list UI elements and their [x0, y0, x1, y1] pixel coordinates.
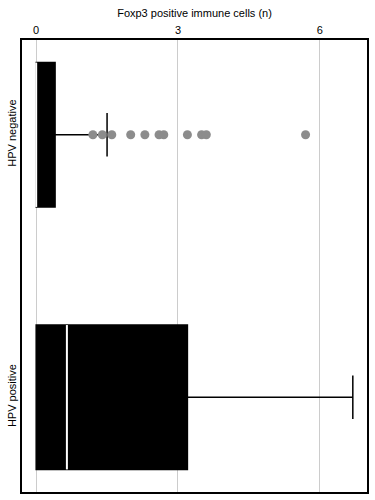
svg-text:0: 0 — [33, 24, 39, 36]
svg-text:3: 3 — [175, 24, 181, 36]
svg-text:HPV negative: HPV negative — [6, 99, 18, 166]
svg-text:Foxp3 positive immune cells (n: Foxp3 positive immune cells (n) — [117, 7, 272, 19]
svg-text:6: 6 — [317, 24, 323, 36]
svg-text:HPV positive: HPV positive — [6, 364, 18, 427]
